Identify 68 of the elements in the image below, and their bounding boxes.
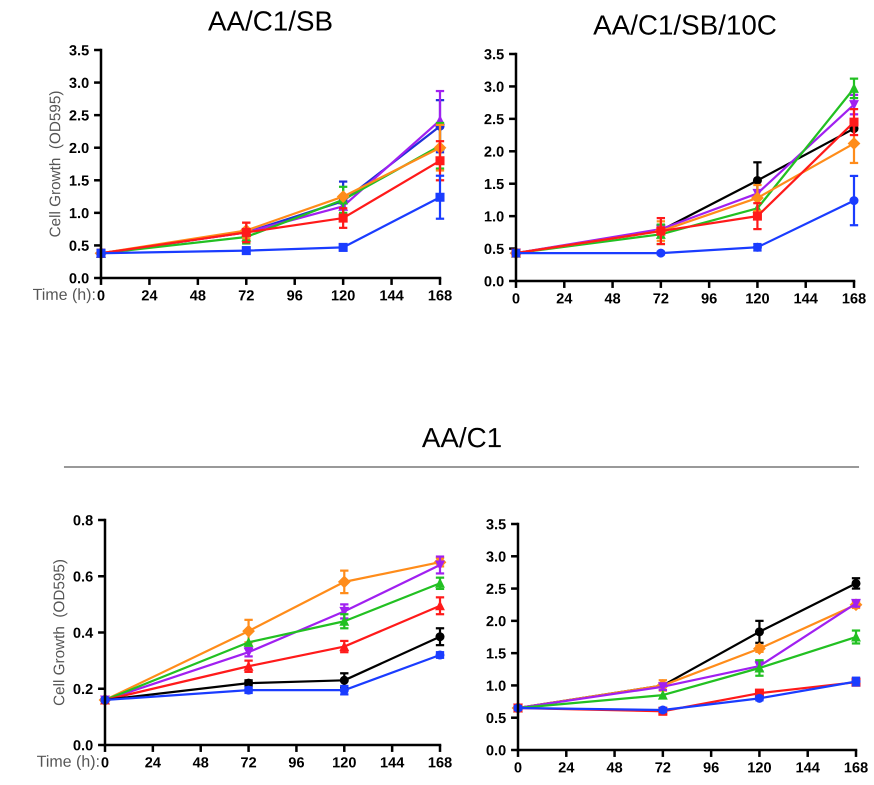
y-tick-label: 2.0	[486, 616, 506, 626]
y-tick-label: 3.0	[69, 78, 89, 88]
y-tick-label: 0.8	[74, 515, 93, 526]
x-tick-label: 168	[842, 293, 866, 304]
y-tick-label: 2.5	[69, 110, 89, 121]
y-tick-label: 2.5	[486, 584, 506, 594]
x-tick-label: 0	[514, 762, 522, 773]
x-tick-label: 168	[428, 290, 452, 301]
x-tick-label: 24	[556, 293, 572, 304]
x-tick-label: 48	[604, 293, 620, 304]
x-tick-label: 24	[142, 290, 158, 300]
y-tick-label: 1.5	[70, 176, 89, 186]
x-tick-label: 144	[380, 290, 404, 300]
y-tick-label: 0.5	[486, 712, 506, 724]
x-tick-label: 144	[380, 757, 404, 768]
x-tick-label: 120	[748, 762, 771, 773]
y-tick-label: 0.5	[70, 240, 89, 251]
y-tick-label: 0.0	[70, 273, 89, 284]
y-tick-label: 0.4	[74, 628, 94, 638]
x-tick-label: 0	[102, 757, 108, 768]
x-tick-label: 48	[192, 757, 208, 768]
y-tick-label: 1.0	[70, 208, 89, 218]
x-axis-title: Time (h):	[32, 288, 94, 304]
y-tick-label: 1.0	[484, 211, 504, 222]
x-tick-label: 96	[702, 293, 717, 304]
x-tick-label: 96	[704, 762, 719, 773]
y-tick-label: 3.5	[484, 49, 504, 60]
x-tick-label: 48	[190, 290, 206, 301]
x-tick-label: 120	[332, 290, 355, 301]
y-tick-label: 0.0	[74, 740, 93, 750]
y-tick-label: 0.2	[74, 684, 93, 694]
y-tick-label: 3.5	[69, 45, 89, 56]
x-tick-label: 144	[796, 762, 820, 772]
y-tick-label: 1.0	[486, 680, 506, 691]
y-tick-label: 0.0	[484, 276, 504, 286]
x-tick-label: 48	[606, 762, 622, 773]
x-axis-title: Time (h):	[37, 755, 99, 770]
x-tick-label: 120	[333, 757, 356, 768]
chart-title: AA/C1/SB	[208, 10, 332, 31]
x-tick-label: 24	[145, 757, 161, 768]
y-tick-label: 2.5	[484, 114, 504, 124]
y-axis-title: Cell Growth (OD595)	[49, 92, 64, 237]
x-tick-label: 72	[655, 762, 670, 772]
chart-title: AA/C1/SB/10C	[593, 14, 776, 35]
y-tick-label: 2.0	[484, 146, 504, 157]
x-tick-label: 72	[238, 290, 254, 300]
x-tick-label: 24	[558, 762, 574, 772]
y-tick-label: 0.5	[484, 244, 504, 254]
x-tick-label: 168	[844, 762, 868, 773]
y-tick-label: 1.5	[484, 178, 504, 190]
y-tick-label: 3.0	[486, 551, 506, 562]
y-tick-label: 0.6	[74, 571, 93, 582]
x-tick-label: 144	[794, 293, 818, 304]
y-axis-title: Cell Growth (OD595)	[53, 560, 68, 706]
y-tick-label: 3.0	[484, 82, 504, 92]
chart-title: AA/C1	[422, 427, 501, 448]
y-tick-label: 1.5	[486, 648, 506, 659]
x-tick-label: 72	[653, 293, 668, 304]
x-tick-label: 0	[98, 290, 104, 301]
x-tick-label: 168	[428, 757, 452, 768]
x-tick-label: 72	[241, 757, 256, 768]
x-tick-label: 96	[288, 757, 304, 768]
x-tick-label: 120	[746, 293, 769, 304]
x-tick-label: 96	[287, 290, 302, 301]
y-tick-label: 3.5	[486, 519, 506, 530]
y-tick-label: 2.0	[69, 142, 89, 154]
x-tick-label: 0	[512, 293, 520, 304]
y-tick-label: 0.0	[486, 745, 506, 756]
